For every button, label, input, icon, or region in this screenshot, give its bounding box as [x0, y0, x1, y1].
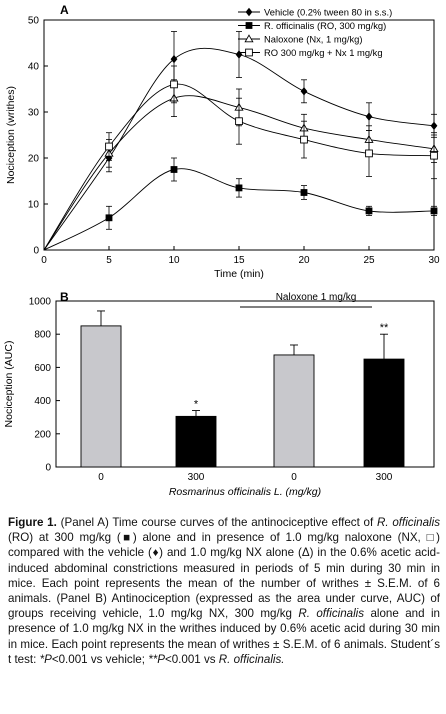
- category-label: 300: [188, 472, 205, 483]
- plot-frame-b: [55, 300, 435, 468]
- panel-a-label: A: [60, 3, 69, 17]
- data-point: [300, 135, 308, 144]
- bar-group-3: 0: [273, 344, 315, 483]
- category-label: 0: [291, 472, 297, 483]
- data-point: [365, 112, 373, 121]
- data-point: [170, 80, 178, 89]
- caption-italic-4: **P: [148, 652, 165, 666]
- data-point: [365, 207, 373, 215]
- series-3: [43, 79, 439, 251]
- data-point: [235, 117, 243, 126]
- significance-mark: *: [194, 399, 199, 411]
- y-tick-label-b: 0: [45, 463, 51, 474]
- group-label: Naloxone 1 mg/kg: [276, 292, 357, 303]
- legend-marker: [244, 34, 254, 43]
- bar: [363, 358, 405, 468]
- y-tick-label-b: 200: [34, 429, 51, 440]
- caption-text-3: alone and in presence of 1.0 mg/kg NX in…: [8, 607, 441, 666]
- bar-group-1: 0: [80, 310, 122, 483]
- data-point: [170, 54, 178, 64]
- data-point: [105, 142, 113, 151]
- legend-entry: RO 300 mg/kg + Nx 1 mg/kg: [264, 47, 383, 58]
- y-tick-label-a: 0: [33, 246, 39, 257]
- data-point: [235, 184, 243, 192]
- x-tick-label-a: 10: [168, 255, 180, 266]
- data-point: [300, 87, 308, 96]
- data-point: [430, 207, 438, 215]
- caption-italic-5: R. officinalis.: [218, 652, 285, 666]
- y-tick-label-a: 50: [28, 16, 40, 27]
- legend-entry: Naloxone (Nx, 1 mg/kg): [264, 34, 362, 45]
- legend-marker: [245, 22, 253, 29]
- x-tick-label-a: 5: [106, 255, 112, 266]
- data-point: [235, 50, 243, 59]
- x-axis-label-a: Time (min): [214, 268, 264, 280]
- legend-entry: Vehicle (0.2% tween 80 in s.s.): [264, 7, 392, 18]
- series-line: [43, 47, 435, 251]
- x-tick-label-a: 25: [363, 255, 375, 266]
- y-tick-label-b: 400: [34, 396, 51, 407]
- caption-text-4: <0.001 vs vehicle;: [51, 652, 149, 666]
- category-label: 300: [376, 472, 393, 483]
- category-label: 0: [98, 472, 104, 483]
- y-axis-label-b: Nociception (AUC): [3, 341, 15, 428]
- caption-text-5: <0.001 vs: [164, 652, 219, 666]
- bar: [80, 325, 122, 468]
- y-tick-label-b: 1000: [29, 297, 52, 308]
- x-tick-label-a: 30: [428, 255, 440, 266]
- caption-label: Figure 1.: [8, 516, 57, 529]
- x-axis-label-b: Rosmarinus officinalis L. (mg/kg): [169, 486, 321, 498]
- legend-marker: [245, 7, 253, 17]
- series-2: [43, 157, 438, 251]
- line-chart-panel-a: A 0 5 10 15 20 25 30 0 10 20 30 40 50 Time (min) Nocic…: [5, 3, 440, 280]
- x-tick-label-a: 15: [233, 255, 245, 266]
- bar-chart-panel-b: B 0 200 400 600 800 1000 Nociception (AUC) Rosm…: [3, 290, 435, 498]
- y-tick-label-b: 800: [34, 330, 51, 341]
- bar-group-2: * 300: [175, 399, 217, 483]
- figure-caption: Figure 1. (Panel A) Time course curves o…: [8, 515, 440, 667]
- caption-italic-1: R. officinalis: [376, 516, 440, 529]
- data-point: [430, 121, 438, 130]
- series-4: [43, 65, 438, 251]
- caption-text-2: (RO) at 300 mg/kg (■) alone and in prese…: [8, 531, 440, 621]
- data-point: [170, 166, 178, 173]
- significance-mark: **: [380, 322, 389, 334]
- data-point: [365, 149, 373, 158]
- data-point: [430, 151, 438, 160]
- caption-italic-2: R. officinalis: [298, 607, 365, 621]
- bar-group-4: ** 300: [363, 322, 405, 483]
- y-tick-label-b: 600: [34, 363, 51, 374]
- caption-italic-3: *P: [39, 652, 52, 666]
- y-tick-label-a: 30: [28, 108, 40, 119]
- bar: [175, 415, 217, 468]
- data-point: [105, 214, 113, 222]
- legend-entry: R. officinalis (RO, 300 mg/kg): [264, 20, 386, 31]
- y-tick-label-a: 40: [28, 62, 40, 73]
- bar: [273, 354, 315, 468]
- data-point: [300, 189, 308, 196]
- legend-marker: [245, 48, 253, 57]
- x-tick-label-a: 20: [298, 255, 310, 266]
- x-tick-label-a: 0: [41, 255, 47, 266]
- panel-b-label: B: [60, 290, 69, 304]
- y-axis-label-a: Nociception (writhes): [5, 86, 17, 184]
- y-tick-label-a: 20: [28, 154, 40, 165]
- y-tick-label-a: 10: [28, 200, 40, 211]
- caption-text-1: (Panel A) Time course curves of the anti…: [56, 516, 377, 529]
